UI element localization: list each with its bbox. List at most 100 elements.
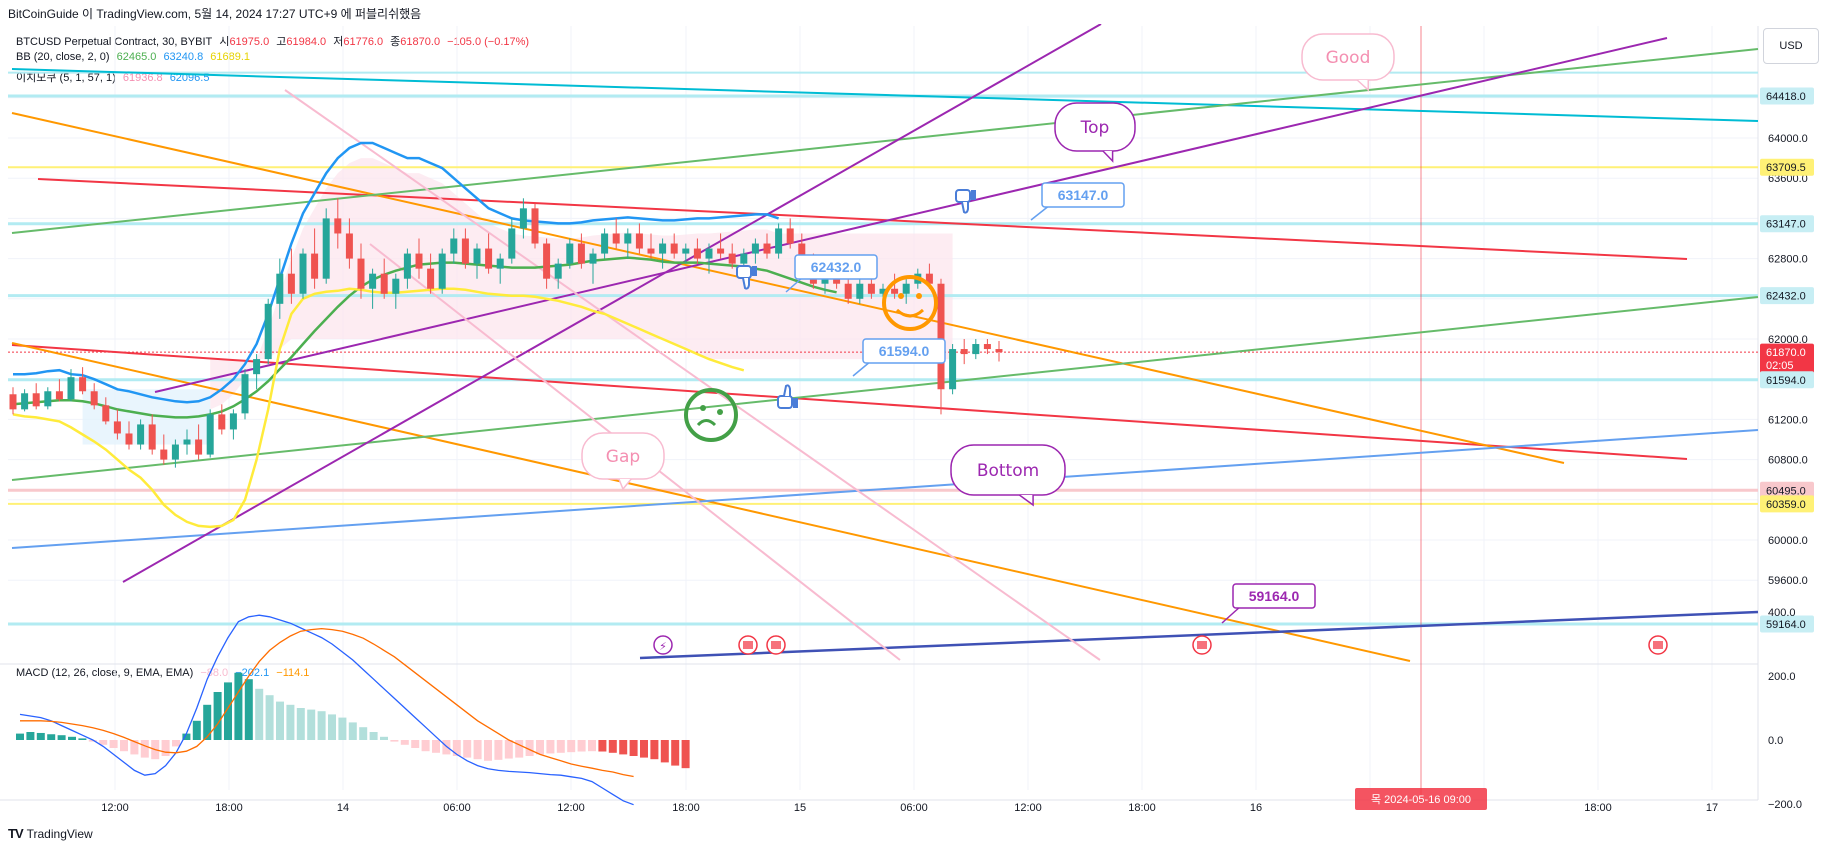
time-tick-label: 12:00 <box>101 802 129 814</box>
high-value: 61984.0 <box>286 36 327 48</box>
macd-histogram-bar <box>432 740 440 753</box>
thumbs-down-icon <box>736 265 757 290</box>
candle-body <box>206 414 214 455</box>
smile-face-icon <box>882 275 938 331</box>
candle-body <box>612 233 620 244</box>
macd-histogram-bar <box>473 740 482 760</box>
smile-face-mouth <box>895 308 925 318</box>
flash-event-icon <box>653 635 673 655</box>
macd-histogram-bar <box>463 740 472 758</box>
callout-bottom-shape <box>950 444 1066 496</box>
price-tick-label: 60800.0 <box>1768 455 1808 467</box>
candle-body <box>322 218 330 279</box>
macd-histogram-bar <box>359 727 368 740</box>
price-tick-label: 64000.0 <box>1768 133 1808 145</box>
macd-histogram-bar <box>36 732 45 740</box>
candle-body <box>229 413 237 430</box>
trend-line <box>11 112 1565 464</box>
candle-body <box>450 238 458 254</box>
macd-histogram-bar <box>567 740 576 753</box>
macd-histogram-bar <box>317 711 326 740</box>
candle-body <box>601 233 609 254</box>
candle-body <box>763 243 771 254</box>
symbol-label[interactable]: BTCUSD Perpetual Contract, 30, BYBIT <box>16 36 213 48</box>
price-label-box <box>1760 615 1814 633</box>
candle-body <box>241 374 249 414</box>
callout-good-tail <box>1356 79 1369 92</box>
bb-basis-value: 62465.0 <box>116 51 157 63</box>
callout-top-text: Top <box>1080 118 1110 138</box>
candle-body <box>635 233 643 249</box>
macd-hist-value: −88.0 <box>200 667 229 679</box>
us-flag-event-icon-flag <box>743 641 753 649</box>
candle-body <box>380 273 388 294</box>
macd-histogram-bar <box>120 740 128 752</box>
footer-brand[interactable]: TradingView <box>26 826 93 841</box>
bb-legend: BB (20, close, 2, 0) 62465.0 63240.8 616… <box>16 51 254 63</box>
candle-body <box>183 439 191 445</box>
candles <box>9 198 1003 468</box>
macd-tick-label: 200.0 <box>1768 671 1796 683</box>
chart-canvas[interactable]: Good Top Gap Bottom 63147.0 62432.0 61594.0 591… <box>0 24 1835 824</box>
trend-line <box>37 178 1688 260</box>
macd-histogram-bar <box>109 740 118 748</box>
candle-body <box>589 253 597 264</box>
price-label-text: 63709.5 <box>1766 162 1806 174</box>
candle-body <box>32 393 40 407</box>
low-label: 저 <box>333 36 344 48</box>
note-61594: 61594.0 <box>852 338 946 377</box>
bb-lower-value: 61689.1 <box>210 51 251 63</box>
time-tick-label: 15 <box>794 802 806 814</box>
macd-histogram-bar <box>619 740 628 755</box>
candle-body <box>960 349 968 355</box>
candle-body <box>473 248 481 264</box>
macd-tick-label: −200.0 <box>1768 799 1802 811</box>
callout-bottom-tail <box>1018 494 1034 507</box>
macd-histogram-bar <box>640 740 648 758</box>
candle-body <box>682 248 690 254</box>
price-label-text: 61594.0 <box>1766 375 1806 387</box>
candle-body <box>867 283 875 294</box>
crosshair-time-label: 목 2024-05-16 09:00 <box>1371 793 1471 806</box>
bb-label[interactable]: BB (20, close, 2, 0) <box>16 51 110 63</box>
candle-body <box>798 243 806 264</box>
candle-body <box>717 248 725 254</box>
macd-histogram-bar <box>452 740 461 756</box>
price-tick-label: 63600.0 <box>1768 173 1808 185</box>
macd-histogram-bar <box>515 740 524 758</box>
candle-body <box>438 253 446 289</box>
candle-body <box>670 243 678 254</box>
candle-body <box>125 433 133 445</box>
macd-label[interactable]: MACD (12, 26, close, 9, EMA, EMA) <box>16 667 194 679</box>
price-label-box <box>1760 343 1814 374</box>
note-61594-box <box>862 338 946 364</box>
macd-histogram-bar <box>348 722 357 740</box>
low-value: 61776.0 <box>343 36 384 48</box>
time-tick-label: 18:00 <box>1584 802 1612 814</box>
ichimoku-legend: 이치모쿠 (5, 1, 57, 1) 61936.8 62096.5 <box>16 69 213 85</box>
macd-histogram-bar <box>650 740 659 760</box>
thumbs-down-icon <box>955 189 976 214</box>
macd-histogram-bar <box>276 701 284 740</box>
candle-body <box>543 243 551 279</box>
macd-histogram-bar <box>172 740 180 747</box>
thumbs-down-icon-finger <box>742 277 750 290</box>
note-63147-box <box>1041 182 1125 208</box>
price-label-text: 60495.0 <box>1766 485 1806 497</box>
time-tick-label: 17 <box>1706 802 1718 814</box>
macd-histogram-bar <box>26 732 35 740</box>
note-62432-text: 62432.0 <box>811 259 862 275</box>
bb-lower-line <box>12 287 745 529</box>
currency-button[interactable]: USD <box>1763 28 1819 64</box>
macd-line-value: −202.1 <box>235 667 270 679</box>
ichimoku-label[interactable]: 이치모쿠 (5, 1, 57, 1) <box>16 72 116 84</box>
macd-histogram-bar <box>203 704 212 740</box>
macd-histogram-bar <box>588 740 596 752</box>
time-tick-label: 18:00 <box>1128 802 1156 814</box>
candle-body <box>160 449 168 460</box>
callout-good-shape <box>1301 33 1395 81</box>
price-label-countdown: 02:05 <box>1766 360 1794 372</box>
candle-body <box>287 273 295 294</box>
crosshair-time-box <box>1355 788 1487 810</box>
tradingview-logo[interactable]: TV <box>8 826 24 841</box>
